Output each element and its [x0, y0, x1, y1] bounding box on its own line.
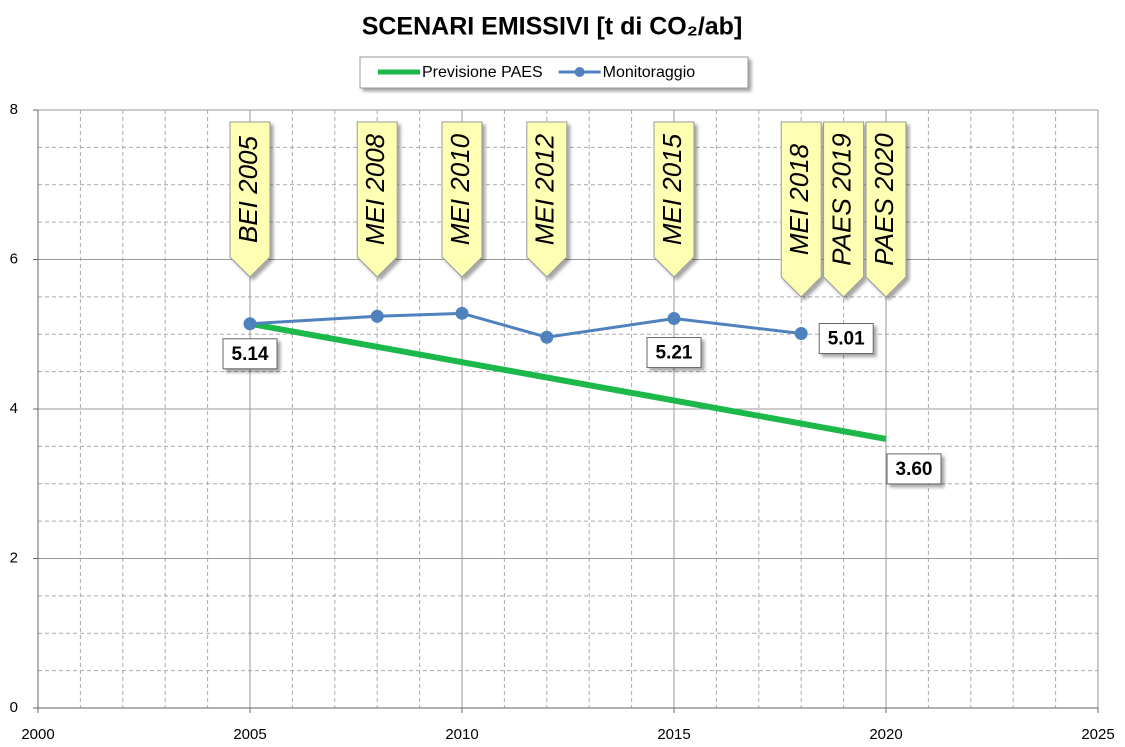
- x-tick-label: 2020: [869, 726, 902, 743]
- legend-box: [359, 56, 749, 89]
- marker: [794, 327, 808, 341]
- callout: [441, 121, 483, 278]
- y-tick-label: 2: [10, 549, 18, 566]
- x-tick-label: 2015: [657, 726, 690, 743]
- y-tick-label: 4: [10, 400, 18, 417]
- data-label: 5.01: [828, 329, 865, 350]
- data-label-box: [646, 337, 702, 369]
- callout-label: BEI 2005: [233, 135, 263, 243]
- callout-label: MEI 2012: [530, 133, 560, 245]
- callout-label: MEI 2010: [445, 133, 475, 245]
- marker: [370, 309, 384, 323]
- callout: [653, 121, 695, 278]
- callout: [229, 121, 271, 278]
- data-label: 5.21: [656, 343, 693, 364]
- callout: [865, 121, 907, 298]
- callout: [780, 121, 822, 298]
- x-tick-label: 2005: [233, 726, 266, 743]
- marker: [455, 306, 469, 320]
- line-series: [249, 320, 887, 442]
- data-label: 5.14: [232, 344, 269, 365]
- marker: [540, 330, 554, 344]
- callout-label: MEI 2008: [360, 133, 390, 245]
- y-tick-label: 6: [10, 250, 18, 267]
- legend-marker: [574, 67, 585, 77]
- data-label-box: [222, 338, 278, 370]
- y-tick-label: 0: [10, 699, 18, 716]
- callout: [356, 121, 398, 278]
- callout-label: PAES 2020: [869, 133, 899, 266]
- data-label-box: [886, 453, 942, 485]
- callout-label: MEI 2018: [784, 143, 814, 255]
- callout-label: MEI 2015: [657, 133, 687, 245]
- x-tick-label: 2025: [1081, 726, 1114, 743]
- x-tick-label: 2010: [445, 726, 478, 743]
- chart-title: SCENARI EMISSIVI [t di CO₂/ab]: [362, 13, 743, 41]
- marker: [243, 317, 257, 331]
- callout-label: PAES 2019: [826, 133, 856, 266]
- line-series: [249, 311, 802, 339]
- callout: [526, 121, 568, 278]
- marker: [667, 312, 681, 326]
- legend-label: Monitoraggio: [603, 64, 696, 81]
- x-tick-label: 2000: [21, 726, 54, 743]
- data-label: 3.60: [896, 459, 933, 480]
- data-label-box: [818, 323, 874, 355]
- y-tick-label: 8: [10, 101, 18, 118]
- legend-label: Previsione PAES: [422, 64, 543, 81]
- callout: [823, 121, 865, 298]
